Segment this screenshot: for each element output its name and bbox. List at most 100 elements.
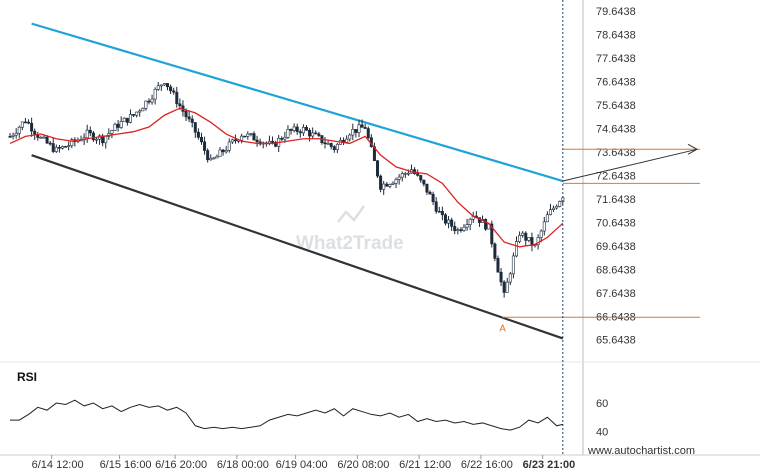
candle-body bbox=[462, 226, 466, 231]
candle bbox=[249, 132, 253, 137]
candle-body bbox=[385, 183, 389, 187]
candle-body bbox=[147, 100, 151, 103]
candle bbox=[116, 120, 120, 132]
candle bbox=[286, 125, 290, 139]
candle-body bbox=[17, 126, 21, 134]
candle-body bbox=[465, 224, 469, 228]
candle bbox=[166, 83, 170, 91]
candle-body bbox=[85, 129, 89, 139]
candle bbox=[57, 144, 61, 153]
candle bbox=[85, 124, 89, 143]
candle-body bbox=[8, 136, 12, 138]
candle-body bbox=[388, 184, 392, 187]
candle-body bbox=[128, 114, 132, 123]
candle-body bbox=[329, 143, 333, 147]
candle-body bbox=[64, 146, 68, 148]
candle-body bbox=[400, 173, 404, 178]
candle-body bbox=[514, 241, 518, 257]
candle bbox=[277, 134, 281, 153]
candle bbox=[422, 179, 426, 187]
candle-body bbox=[178, 103, 182, 107]
candle bbox=[453, 221, 457, 235]
candle bbox=[382, 180, 386, 195]
candle-body bbox=[382, 183, 386, 190]
candle-body bbox=[391, 182, 395, 185]
candle bbox=[230, 138, 234, 144]
candle-body bbox=[440, 211, 444, 216]
candle bbox=[363, 123, 367, 129]
candle-body bbox=[311, 132, 315, 137]
candle bbox=[107, 128, 111, 140]
y-tick-label: 79.6438 bbox=[596, 6, 636, 18]
candle bbox=[94, 136, 98, 144]
candle bbox=[23, 117, 27, 124]
candle bbox=[104, 135, 108, 149]
y-tick-label: 78.6438 bbox=[596, 29, 636, 41]
candle-body bbox=[193, 122, 197, 133]
candle-body bbox=[406, 172, 410, 175]
candle-body bbox=[496, 258, 500, 273]
rsi-y-tick-label: 60 bbox=[596, 398, 608, 410]
candle-body bbox=[141, 108, 145, 112]
y-tick-label: 76.6438 bbox=[596, 76, 636, 88]
candle-body bbox=[351, 129, 355, 136]
y-tick-label: 73.6438 bbox=[596, 147, 636, 159]
candle-body bbox=[209, 157, 213, 161]
candle bbox=[428, 190, 432, 195]
candle-body bbox=[153, 89, 157, 100]
candle-body bbox=[57, 147, 61, 149]
y-tick-label: 72.6438 bbox=[596, 170, 636, 182]
candle bbox=[468, 217, 472, 231]
candle bbox=[233, 134, 237, 144]
candle bbox=[545, 211, 549, 223]
candle-body bbox=[289, 129, 293, 131]
candle-body bbox=[190, 118, 194, 123]
moving-average-line bbox=[9, 107, 564, 248]
candle bbox=[511, 252, 515, 279]
candle-body bbox=[456, 229, 460, 232]
candle bbox=[209, 154, 213, 161]
rsi-line bbox=[10, 399, 563, 431]
candle bbox=[261, 141, 265, 149]
candle bbox=[11, 132, 15, 140]
candle bbox=[20, 121, 24, 131]
candle bbox=[67, 141, 71, 151]
candle bbox=[465, 218, 469, 231]
candle bbox=[555, 204, 559, 210]
y-tick-label: 69.6438 bbox=[596, 241, 636, 253]
candle-body bbox=[354, 129, 358, 133]
candle bbox=[113, 122, 117, 131]
candle-body bbox=[166, 83, 170, 88]
candle bbox=[499, 268, 503, 287]
candle bbox=[332, 145, 336, 153]
candle-body bbox=[459, 229, 463, 231]
y-tick-label: 67.6438 bbox=[596, 288, 636, 300]
candle-body bbox=[227, 141, 231, 151]
x-tick-label: 6/21 12:00 bbox=[399, 459, 451, 471]
candle bbox=[558, 200, 562, 208]
candle-body bbox=[88, 129, 92, 134]
candle bbox=[434, 197, 438, 214]
x-tick-label: 6/18 00:00 bbox=[217, 459, 269, 471]
x-tick-label: 6/14 12:00 bbox=[32, 459, 84, 471]
candle-body bbox=[230, 139, 234, 143]
candle-body bbox=[203, 141, 207, 151]
candle-body bbox=[345, 138, 349, 143]
candle bbox=[39, 135, 43, 139]
candle bbox=[524, 231, 528, 246]
candle-body bbox=[196, 131, 200, 138]
y-tick-label: 77.6438 bbox=[596, 53, 636, 65]
candle bbox=[301, 124, 305, 136]
candle bbox=[138, 109, 142, 117]
candle bbox=[122, 117, 126, 122]
candle-body bbox=[246, 133, 250, 137]
candle bbox=[413, 167, 417, 175]
candle-body bbox=[314, 132, 318, 135]
candle-body bbox=[169, 86, 173, 92]
candle-body bbox=[119, 121, 123, 128]
upper-channel-line bbox=[31, 22, 564, 183]
candle-body bbox=[335, 143, 339, 151]
candle-body bbox=[39, 137, 43, 139]
candle bbox=[27, 119, 31, 125]
candle bbox=[335, 143, 339, 154]
